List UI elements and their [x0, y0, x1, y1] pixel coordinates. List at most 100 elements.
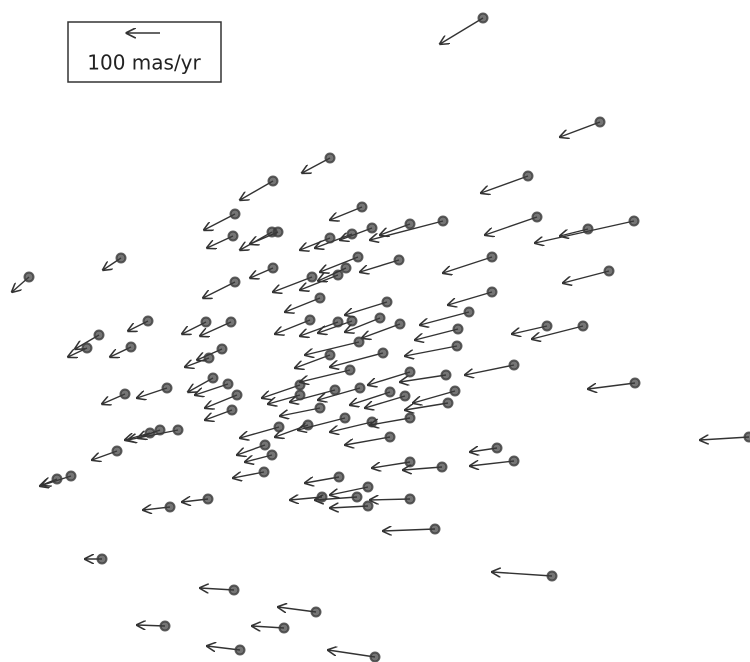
star [346, 228, 358, 240]
motion-arrow [345, 317, 381, 332]
motion-arrow [345, 301, 388, 315]
star [229, 208, 241, 220]
star [603, 265, 615, 277]
motion-arrow [273, 276, 313, 292]
star [115, 252, 127, 264]
star [384, 386, 396, 398]
motion-arrow [492, 572, 553, 576]
star [582, 223, 594, 235]
star [272, 226, 284, 238]
star [531, 211, 543, 223]
star [324, 152, 336, 164]
star [449, 385, 461, 397]
motion-arrow [240, 426, 280, 438]
star [324, 232, 336, 244]
motion-arrow [295, 354, 331, 368]
motion-arrow [372, 461, 411, 468]
star [352, 251, 364, 263]
key-box [67, 21, 222, 83]
motion-arrow [300, 369, 351, 382]
star [227, 230, 239, 242]
motion-arrow [368, 371, 411, 385]
star [172, 424, 184, 436]
star [377, 347, 389, 359]
motion-arrow [481, 175, 529, 193]
motion-arrow [200, 321, 232, 336]
star [339, 412, 351, 424]
star [142, 315, 154, 327]
star [404, 366, 416, 378]
star [356, 201, 368, 213]
star [629, 377, 641, 389]
star [159, 620, 171, 632]
star [314, 292, 326, 304]
motion-arrow [320, 256, 359, 272]
star [216, 343, 228, 355]
star [477, 12, 489, 24]
motion-arrow [262, 384, 301, 398]
motion-arrow [330, 486, 369, 495]
motion-arrow [512, 325, 548, 334]
star [394, 318, 406, 330]
star [354, 382, 366, 394]
motion-arrow [298, 417, 346, 430]
star [351, 491, 363, 503]
star [125, 341, 137, 353]
star [333, 471, 345, 483]
star [259, 439, 271, 451]
motion-arrow [330, 352, 384, 367]
motion-arrow [403, 467, 443, 470]
star [273, 421, 285, 433]
motion-arrow [345, 436, 391, 445]
motion-arrow [305, 341, 360, 355]
star [51, 473, 63, 485]
motion-arrow [318, 320, 353, 333]
star [314, 402, 326, 414]
motion-arrow [318, 387, 361, 400]
marks [12, 12, 750, 662]
star [119, 388, 131, 400]
star [429, 523, 441, 535]
star [486, 251, 498, 263]
star [278, 622, 290, 634]
motion-arrow [440, 17, 484, 44]
motion-arrow [413, 390, 456, 403]
star [203, 352, 215, 364]
motion-arrow [300, 321, 339, 336]
star [362, 481, 374, 493]
motion-arrow [370, 499, 411, 500]
star [384, 431, 396, 443]
star [202, 493, 214, 505]
motion-arrow [360, 259, 400, 272]
star [306, 271, 318, 283]
star [111, 445, 123, 457]
motion-arrow [200, 588, 235, 590]
star [508, 359, 520, 371]
motion-arrow [275, 319, 311, 334]
motion-arrow [485, 216, 538, 235]
motion-arrow [315, 497, 358, 500]
star [324, 349, 336, 361]
motion-arrow [400, 374, 447, 382]
star [304, 314, 316, 326]
star [546, 570, 558, 582]
motion-arrow [405, 402, 449, 410]
motion-arrow [465, 364, 515, 375]
star [442, 397, 454, 409]
star [228, 584, 240, 596]
star [541, 320, 553, 332]
motion-arrow [448, 291, 493, 305]
star [344, 364, 356, 376]
star [229, 276, 241, 288]
star [200, 316, 212, 328]
motion-arrow [470, 461, 515, 466]
star [436, 461, 448, 473]
star [164, 501, 176, 513]
star [437, 215, 449, 227]
star [154, 424, 166, 436]
star [491, 442, 503, 454]
motion-arrow [405, 345, 458, 356]
star [225, 316, 237, 328]
star [96, 553, 108, 565]
star [522, 170, 534, 182]
